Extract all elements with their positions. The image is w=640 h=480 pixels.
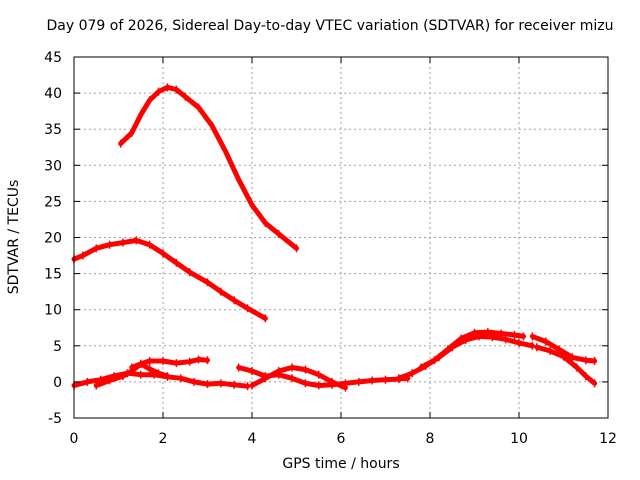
y-tick-label-45: 45 — [44, 50, 62, 66]
chart-title: Day 079 of 2026, Sidereal Day-to-day VTE… — [46, 18, 614, 34]
series-track-b — [71, 237, 268, 321]
y-tick-label-25: 25 — [44, 194, 62, 210]
x-tick-label-12: 12 — [599, 431, 617, 447]
series-layer — [71, 83, 598, 392]
x-tick-label-0: 0 — [70, 431, 79, 447]
y-tick-label-30: 30 — [44, 158, 62, 174]
y-tick-label-0: 0 — [53, 375, 62, 391]
y-tick-label-10: 10 — [44, 303, 62, 319]
x-tick-label-6: 6 — [337, 431, 346, 447]
x-tick-label-2: 2 — [159, 431, 168, 447]
x-tick-label-8: 8 — [426, 431, 435, 447]
y-tick-label-35: 35 — [44, 122, 62, 138]
series-track-k-tail2 — [534, 344, 598, 386]
y-tick-label-15: 15 — [44, 267, 62, 283]
x-tick-label-4: 4 — [248, 431, 257, 447]
y-tick-label-40: 40 — [44, 86, 62, 102]
series-track-j-tail — [529, 333, 598, 364]
y-tick-label-5: 5 — [53, 339, 62, 355]
series-track-a-high — [118, 84, 299, 251]
grid-layer — [74, 57, 608, 418]
series-track-g-mid2 — [249, 365, 348, 391]
x-axis-label: GPS time / hours — [282, 456, 400, 472]
axis-layer: 0 2 4 6 8 10 12 -5 0 5 10 15 20 25 30 35 40 45 — [44, 50, 617, 447]
series-track-e-dip — [93, 361, 170, 388]
y-tick-label-20: 20 — [44, 231, 62, 247]
x-tick-label-10: 10 — [510, 431, 528, 447]
y-axis-label: SDTVAR / TECUs — [6, 179, 22, 295]
y-tick-label--5: -5 — [48, 411, 62, 427]
